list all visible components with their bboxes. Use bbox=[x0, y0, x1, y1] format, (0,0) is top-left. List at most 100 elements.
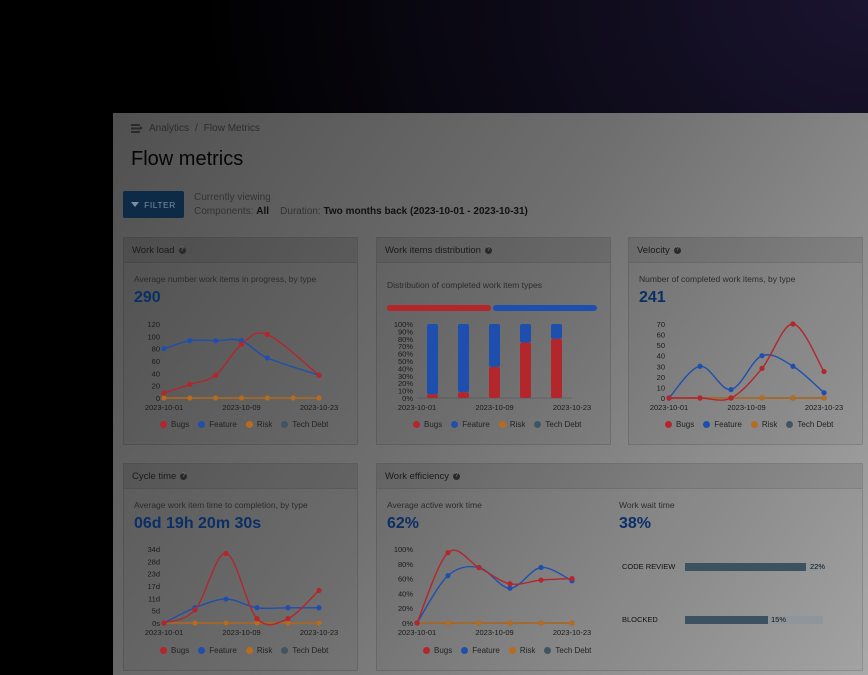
help-icon[interactable]: ? bbox=[673, 246, 681, 254]
data-point-feature[interactable] bbox=[161, 346, 167, 352]
data-point-risk[interactable] bbox=[790, 395, 796, 401]
data-point-bugs[interactable] bbox=[821, 368, 827, 375]
legend-item-feature[interactable]: Feature bbox=[451, 420, 490, 429]
legend-item-tech-debt[interactable]: Tech Debt bbox=[281, 646, 328, 655]
bar-segment-feature[interactable] bbox=[458, 324, 469, 393]
data-point-risk[interactable] bbox=[254, 620, 260, 626]
bar-segment-feature[interactable] bbox=[520, 324, 531, 343]
data-point-risk[interactable] bbox=[445, 620, 451, 626]
legend-item-bugs[interactable]: Bugs bbox=[160, 646, 189, 655]
help-icon[interactable]: ? bbox=[180, 472, 188, 480]
legend-item-risk[interactable]: Risk bbox=[498, 420, 525, 429]
bar-segment-bugs[interactable] bbox=[489, 366, 500, 398]
legend-item-bugs[interactable]: Bugs bbox=[423, 646, 452, 655]
data-point-bugs[interactable] bbox=[316, 372, 322, 378]
data-point-feature[interactable] bbox=[264, 355, 270, 361]
data-point-risk[interactable] bbox=[223, 620, 229, 626]
data-point-bugs[interactable] bbox=[238, 341, 245, 347]
data-point-feature[interactable] bbox=[821, 390, 827, 396]
bar-segment-bugs[interactable] bbox=[458, 392, 469, 398]
legend-item-risk[interactable]: Risk bbox=[245, 646, 272, 655]
data-point-feature[interactable] bbox=[445, 573, 451, 579]
data-point-risk[interactable] bbox=[285, 620, 291, 626]
bar-segment-bugs[interactable] bbox=[520, 342, 531, 399]
legend-item-feature[interactable]: Feature bbox=[461, 646, 500, 655]
data-point-bugs[interactable] bbox=[254, 616, 260, 622]
data-point-bugs[interactable] bbox=[728, 395, 734, 401]
data-point-feature[interactable] bbox=[223, 596, 229, 602]
data-point-bugs[interactable] bbox=[192, 607, 198, 613]
legend-item-risk[interactable]: Risk bbox=[750, 420, 777, 429]
data-point-feature[interactable] bbox=[285, 605, 291, 611]
data-point-bugs[interactable] bbox=[697, 395, 703, 401]
legend-item-risk[interactable]: Risk bbox=[245, 420, 272, 429]
data-point-risk[interactable] bbox=[821, 395, 827, 401]
bar-segment-bugs[interactable] bbox=[551, 338, 562, 398]
data-point-risk[interactable] bbox=[476, 620, 482, 626]
legend-item-feature[interactable]: Feature bbox=[198, 420, 237, 429]
data-point-risk[interactable] bbox=[507, 620, 513, 626]
data-point-feature[interactable] bbox=[187, 338, 193, 344]
data-point-risk[interactable] bbox=[316, 395, 322, 401]
help-icon[interactable]: ? bbox=[484, 246, 492, 254]
data-point-feature[interactable] bbox=[254, 605, 260, 611]
data-point-bugs[interactable] bbox=[213, 372, 219, 378]
data-point-risk[interactable] bbox=[213, 395, 219, 401]
data-point-risk[interactable] bbox=[192, 620, 198, 626]
data-point-risk[interactable] bbox=[264, 395, 270, 401]
data-point-bugs[interactable] bbox=[414, 620, 420, 626]
data-point-feature[interactable] bbox=[790, 363, 796, 369]
data-point-bugs[interactable] bbox=[790, 321, 796, 327]
bar-segment-feature[interactable] bbox=[427, 324, 438, 395]
bar-segment-bugs[interactable] bbox=[427, 394, 438, 398]
data-point-risk[interactable] bbox=[238, 395, 245, 401]
legend-label: Bugs bbox=[424, 420, 443, 429]
data-point-bugs[interactable] bbox=[759, 365, 765, 371]
breadcrumb-analytics[interactable]: Analytics bbox=[149, 123, 190, 134]
data-point-bugs[interactable] bbox=[285, 616, 291, 622]
data-point-risk[interactable] bbox=[290, 395, 296, 401]
data-point-bugs[interactable] bbox=[569, 576, 575, 582]
data-point-feature[interactable] bbox=[238, 338, 245, 344]
data-point-feature[interactable] bbox=[697, 363, 703, 369]
data-point-bugs[interactable] bbox=[161, 620, 167, 626]
menu-collapse-icon[interactable] bbox=[131, 124, 143, 133]
data-point-bugs[interactable] bbox=[538, 577, 544, 583]
data-point-bugs[interactable] bbox=[445, 550, 451, 556]
data-point-feature[interactable] bbox=[759, 353, 765, 359]
help-icon[interactable]: ? bbox=[178, 246, 186, 254]
data-point-feature[interactable] bbox=[213, 338, 219, 344]
legend-item-feature[interactable]: Feature bbox=[198, 646, 237, 655]
data-point-bugs[interactable] bbox=[187, 381, 193, 388]
data-point-bugs[interactable] bbox=[316, 587, 322, 593]
legend-item-tech-debt[interactable]: Tech Debt bbox=[786, 420, 833, 429]
data-point-bugs[interactable] bbox=[507, 581, 513, 587]
data-point-bugs[interactable] bbox=[223, 550, 229, 556]
data-point-risk[interactable] bbox=[538, 620, 544, 626]
data-point-bugs[interactable] bbox=[666, 395, 672, 401]
data-point-feature[interactable] bbox=[316, 605, 322, 611]
data-point-risk[interactable] bbox=[161, 395, 167, 401]
data-point-bugs[interactable] bbox=[161, 390, 167, 396]
data-point-bugs[interactable] bbox=[264, 331, 270, 338]
data-point-risk[interactable] bbox=[316, 620, 322, 626]
data-point-risk[interactable] bbox=[759, 395, 765, 401]
data-point-feature[interactable] bbox=[507, 585, 513, 591]
data-point-risk[interactable] bbox=[569, 620, 575, 626]
legend-item-bugs[interactable]: Bugs bbox=[413, 420, 442, 429]
legend-item-tech-debt[interactable]: Tech Debt bbox=[534, 420, 581, 429]
help-icon[interactable]: ? bbox=[453, 472, 461, 480]
data-point-feature[interactable] bbox=[728, 386, 734, 393]
legend-item-bugs[interactable]: Bugs bbox=[665, 420, 694, 429]
legend-item-feature[interactable]: Feature bbox=[703, 420, 742, 429]
legend-item-tech-debt[interactable]: Tech Debt bbox=[544, 646, 591, 655]
legend-item-risk[interactable]: Risk bbox=[508, 646, 535, 655]
data-point-bugs[interactable] bbox=[476, 564, 482, 571]
filter-button[interactable]: FILTER bbox=[123, 191, 184, 218]
bar-segment-feature[interactable] bbox=[551, 324, 562, 339]
bar-segment-feature[interactable] bbox=[489, 324, 500, 367]
data-point-risk[interactable] bbox=[187, 395, 193, 401]
legend-item-tech-debt[interactable]: Tech Debt bbox=[281, 420, 328, 429]
legend-item-bugs[interactable]: Bugs bbox=[160, 420, 189, 429]
data-point-feature[interactable] bbox=[538, 564, 544, 571]
